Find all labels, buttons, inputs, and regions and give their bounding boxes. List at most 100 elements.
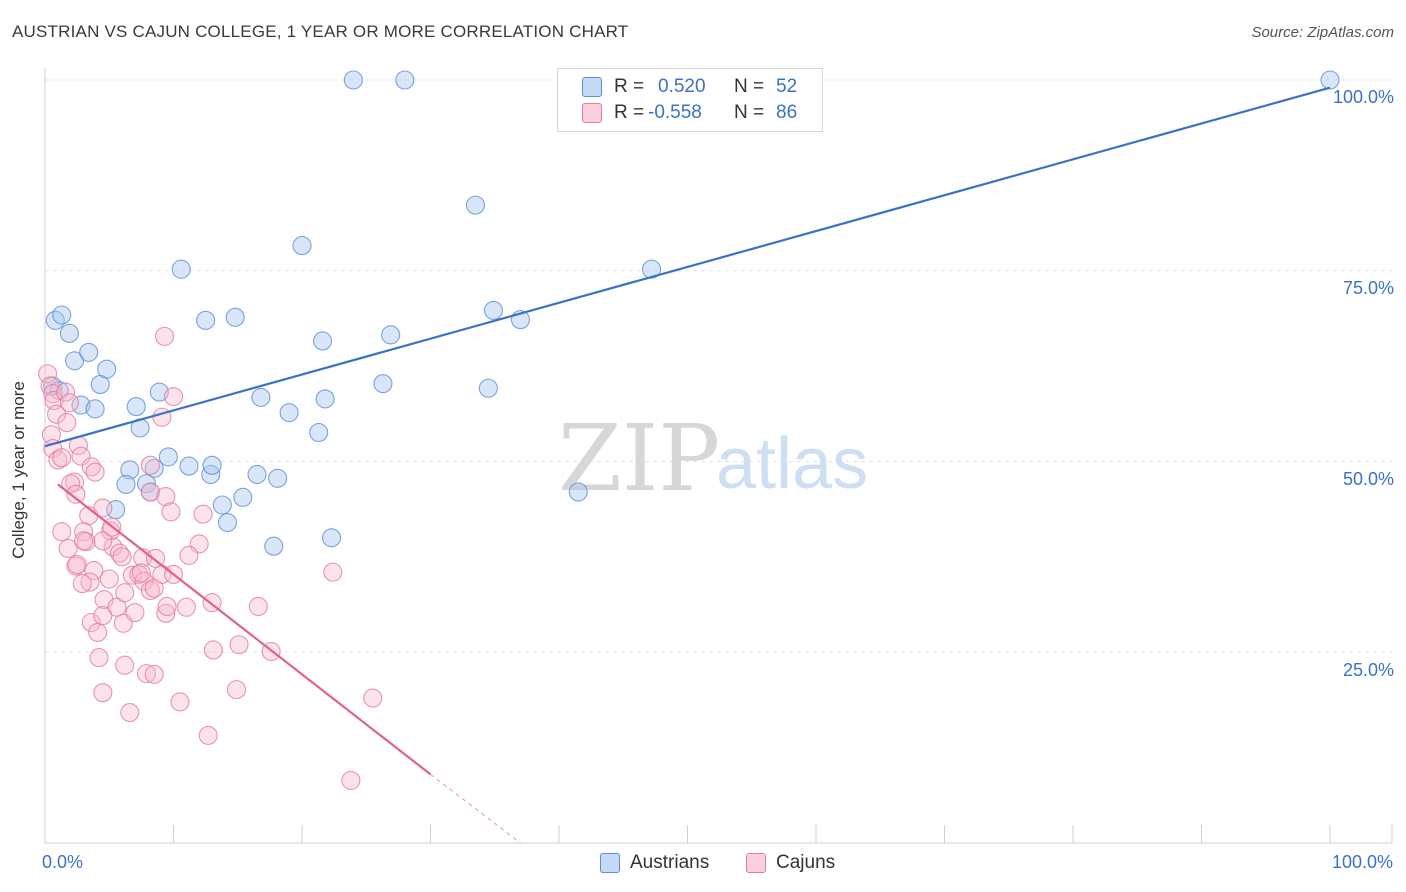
austrians-trend-line: [44, 86, 1331, 448]
cajuns-point: [163, 387, 184, 407]
austrians-point: [313, 331, 333, 351]
axes: [44, 68, 1393, 844]
austrians-point: [322, 528, 342, 548]
austrians-point: [264, 536, 284, 556]
x-tick-label-100: 100.0%: [1331, 852, 1393, 872]
cajuns-point: [161, 502, 181, 522]
cajuns-point: [85, 462, 105, 482]
cajuns-point: [176, 597, 196, 617]
y-tick-label-75: 75.0%: [1342, 278, 1394, 298]
austrians-point: [395, 70, 415, 90]
cajuns-point: [226, 680, 247, 700]
cajuns-point: [140, 482, 160, 502]
legend-r-value: -0.558: [648, 102, 702, 123]
austrians-point: [483, 300, 504, 320]
austrians-point: [116, 474, 136, 494]
watermark-atlas: atlas: [716, 424, 868, 504]
watermark-zip: ZIP: [558, 405, 720, 512]
cajuns-trend-extension: [430, 773, 521, 844]
cajuns-point: [99, 569, 119, 589]
legend-r-label: R =: [614, 76, 645, 97]
cajuns-point: [72, 574, 92, 594]
austrians-point: [196, 310, 216, 330]
cajuns-point: [140, 455, 160, 475]
cajuns-point: [248, 596, 268, 617]
austrians-point: [217, 512, 238, 533]
trend-lines: [44, 86, 1331, 844]
watermark: ZIP atlas: [558, 405, 868, 512]
cajuns-point: [93, 606, 113, 626]
austrians-swatch: [600, 853, 620, 873]
cajuns-point: [203, 640, 223, 660]
cajuns-trend-line: [57, 483, 432, 776]
austrians-point: [85, 399, 105, 419]
cajuns-swatch: [746, 853, 766, 873]
cajuns-point: [363, 688, 383, 708]
y-tick-label-50: 50.0%: [1342, 469, 1394, 489]
legend-r-label: R =: [614, 102, 645, 123]
legend-label-cajuns: Cajuns: [776, 852, 836, 873]
chart-source: Source: ZipAtlas.com: [1251, 24, 1394, 41]
cajuns-point: [170, 692, 190, 712]
austrians-point: [478, 378, 498, 398]
austrians-point: [59, 323, 79, 343]
bottom-legend-austrians: Austrians: [600, 852, 709, 874]
austrians-point: [126, 397, 146, 417]
legend-n-value: 52: [776, 76, 798, 97]
cajuns-point: [198, 725, 218, 745]
legend-r-value: 0.520: [658, 76, 706, 97]
legend-n-label: N =: [734, 76, 765, 97]
austrians-swatch: [582, 77, 602, 97]
austrians-point: [212, 495, 232, 515]
austrians-point: [120, 460, 140, 480]
cajuns-swatch: [582, 103, 602, 123]
austrians-point: [202, 455, 222, 475]
cajuns-point: [84, 561, 104, 581]
cajuns-point: [136, 664, 157, 684]
cajuns-point: [115, 583, 135, 603]
austrians-point: [343, 70, 363, 90]
cajuns-point: [156, 487, 176, 507]
cajuns-point: [157, 596, 177, 617]
cajuns-point: [52, 522, 72, 542]
cajuns-point: [89, 648, 109, 668]
austrians-point: [52, 305, 72, 325]
austrians-point: [373, 374, 393, 394]
cajuns-point: [125, 603, 145, 623]
cajuns-point: [56, 382, 76, 402]
austrians-point: [381, 325, 401, 345]
austrians-point: [171, 259, 191, 279]
austrians-point: [45, 310, 65, 330]
cajuns-point: [81, 612, 101, 633]
cajuns-point: [88, 622, 108, 642]
austrians-point: [65, 351, 85, 371]
correlation-legend: R = 0.520 N = 52 R = -0.558 N = 86: [557, 68, 823, 132]
austrians-point: [315, 389, 335, 409]
austrians-point: [225, 307, 245, 327]
cajuns-point: [57, 413, 77, 433]
cajuns-point: [131, 563, 151, 583]
cajuns-point: [66, 484, 86, 504]
cajuns-point: [67, 554, 87, 575]
cajuns-point: [115, 655, 135, 675]
austrians-point: [71, 395, 91, 415]
austrians-point: [641, 259, 662, 279]
cajuns-point: [74, 531, 94, 551]
cajuns-point: [154, 326, 175, 346]
cajuns-point: [193, 504, 213, 524]
y-axis-label: College, 1 year or more: [9, 381, 28, 559]
cajuns-point: [93, 531, 113, 551]
y-tick-label-25: 25.0%: [1342, 660, 1394, 680]
austrians-point: [292, 236, 312, 256]
austrians-point: [233, 487, 253, 507]
cajuns-point: [120, 702, 140, 723]
austrians-point: [279, 403, 299, 423]
austrians-point: [268, 468, 288, 488]
cajuns-point: [323, 562, 343, 582]
legend-label-austrians: Austrians: [630, 852, 710, 873]
austrians-point: [247, 464, 267, 485]
austrians-point: [465, 195, 486, 215]
cajuns-point: [61, 474, 81, 494]
cajuns-point: [179, 545, 199, 565]
cajuns-point: [52, 448, 72, 468]
